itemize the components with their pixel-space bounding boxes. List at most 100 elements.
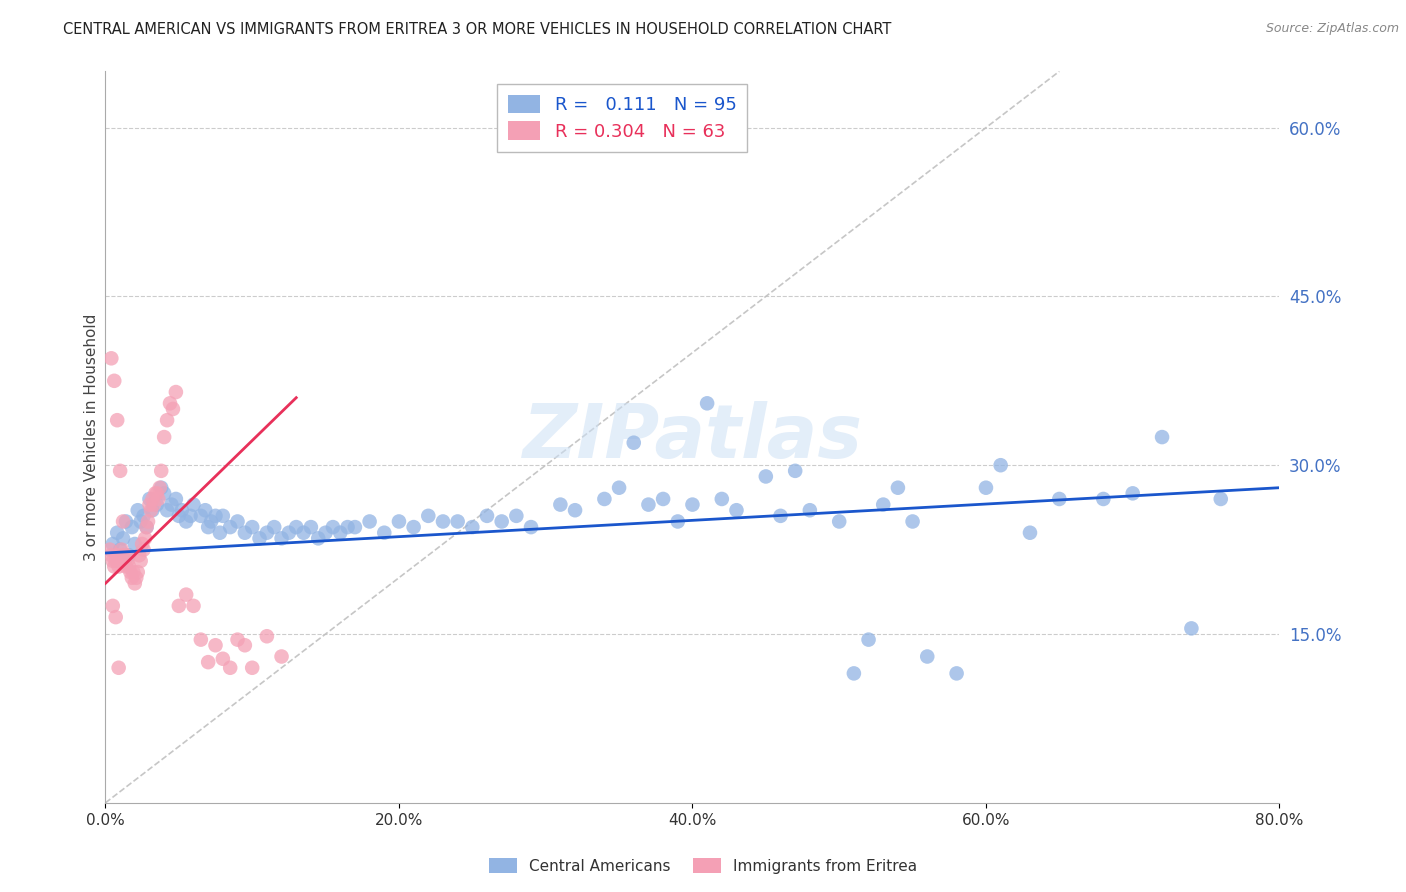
Point	[143, 486, 166, 500]
Point	[652, 491, 675, 506]
Point	[132, 508, 155, 523]
Point	[240, 520, 263, 534]
Point	[226, 515, 249, 529]
Point	[240, 661, 263, 675]
Point	[475, 508, 498, 523]
Point	[142, 498, 165, 512]
Point	[125, 571, 148, 585]
Point	[180, 508, 202, 523]
Point	[138, 498, 160, 512]
Point	[682, 498, 704, 512]
Point	[550, 498, 572, 512]
Point	[107, 559, 129, 574]
Point	[110, 542, 132, 557]
Point	[343, 520, 366, 534]
Point	[135, 520, 157, 534]
Point	[666, 515, 689, 529]
Point	[149, 481, 172, 495]
Point	[974, 481, 997, 495]
Point	[153, 486, 176, 500]
Point	[233, 525, 256, 540]
Point	[307, 532, 329, 546]
Point	[190, 632, 212, 647]
Point	[388, 515, 411, 529]
Point	[107, 661, 129, 675]
Point	[156, 413, 179, 427]
Point	[842, 666, 865, 681]
Point	[129, 515, 152, 529]
Point	[432, 515, 454, 529]
Point	[167, 599, 190, 613]
Point	[104, 610, 127, 624]
Point	[174, 588, 197, 602]
Point	[219, 520, 242, 534]
Point	[917, 649, 939, 664]
Point	[607, 481, 630, 495]
Point	[901, 515, 924, 529]
Point	[725, 503, 748, 517]
Point	[115, 559, 138, 574]
Point	[226, 632, 249, 647]
Point	[108, 542, 131, 557]
Point	[131, 537, 153, 551]
Point	[828, 515, 851, 529]
Point	[117, 554, 139, 568]
Point	[197, 655, 219, 669]
Point	[174, 515, 197, 529]
Point	[373, 525, 395, 540]
Point	[505, 508, 527, 523]
Point	[197, 520, 219, 534]
Point	[118, 559, 141, 574]
Point	[564, 503, 586, 517]
Point	[945, 666, 967, 681]
Text: Source: ZipAtlas.com: Source: ZipAtlas.com	[1265, 22, 1399, 36]
Point	[156, 503, 179, 517]
Point	[135, 520, 157, 534]
Point	[128, 548, 150, 562]
Point	[785, 464, 807, 478]
Point	[336, 520, 359, 534]
Point	[637, 498, 659, 512]
Point	[165, 385, 187, 400]
Point	[1092, 491, 1115, 506]
Point	[270, 532, 292, 546]
Point	[277, 525, 299, 540]
Legend: Central Americans, Immigrants from Eritrea: Central Americans, Immigrants from Eritr…	[482, 852, 924, 880]
Point	[872, 498, 894, 512]
Point	[315, 525, 337, 540]
Point	[98, 542, 121, 557]
Point	[112, 515, 135, 529]
Point	[219, 661, 242, 675]
Point	[299, 520, 322, 534]
Point	[127, 565, 149, 579]
Text: ZIPatlas: ZIPatlas	[523, 401, 862, 474]
Point	[138, 491, 160, 506]
Point	[623, 435, 645, 450]
Point	[292, 525, 315, 540]
Point	[1047, 491, 1070, 506]
Point	[461, 520, 484, 534]
Point	[256, 525, 278, 540]
Point	[285, 520, 308, 534]
Point	[160, 498, 183, 512]
Point	[446, 515, 468, 529]
Point	[1150, 430, 1173, 444]
Point	[359, 515, 381, 529]
Point	[200, 515, 222, 529]
Point	[112, 548, 135, 562]
Point	[593, 491, 616, 506]
Point	[127, 503, 149, 517]
Point	[696, 396, 718, 410]
Point	[799, 503, 821, 517]
Point	[121, 520, 143, 534]
Point	[112, 532, 135, 546]
Point	[118, 548, 141, 562]
Point	[204, 638, 226, 652]
Point	[100, 351, 122, 366]
Point	[100, 548, 122, 562]
Point	[233, 638, 256, 652]
Point	[270, 649, 292, 664]
Point	[190, 508, 212, 523]
Point	[208, 525, 231, 540]
Point	[153, 430, 176, 444]
